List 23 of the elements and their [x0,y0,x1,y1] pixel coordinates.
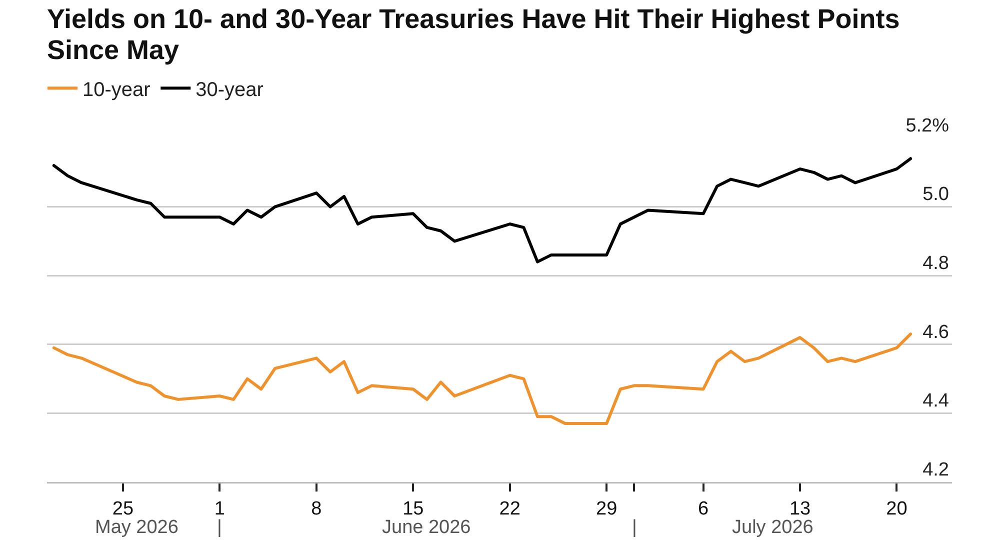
legend-label: 30-year [196,78,264,101]
y-tick-label: 4.2 [922,459,949,480]
x-tick-label: 13 [789,498,811,520]
x2-tick-label: May 2026 [95,517,178,538]
x2-tick-label: July 2026 [732,517,814,538]
x-tick-label: 29 [596,498,618,520]
y-tick-label: 5.0 [922,184,949,206]
y-tick-label: 4.8 [922,252,949,274]
x-tick-label: 25 [112,498,134,520]
chart-title: Yields on 10- and 30-Year Treasuries Have Hit Their Highest Points Since May [47,4,901,66]
legend-label: 10-year [82,78,151,101]
y-tick-label: 4.4 [922,390,950,412]
x-tick-label: 22 [499,498,520,520]
x2-tick-label: | [217,517,222,538]
x2-tick-label: | [632,517,637,538]
x2-tick-label: June 2026 [382,517,471,538]
x-tick-label: 1 [214,498,225,520]
x-tick-label: 20 [886,498,908,520]
x-tick-label: 6 [698,498,709,520]
x-tick-label: 8 [311,498,322,520]
y-tick-label: 5.2% [906,115,950,136]
x-tick-label: 15 [402,498,424,520]
y-tick-label: 4.6 [922,322,949,343]
